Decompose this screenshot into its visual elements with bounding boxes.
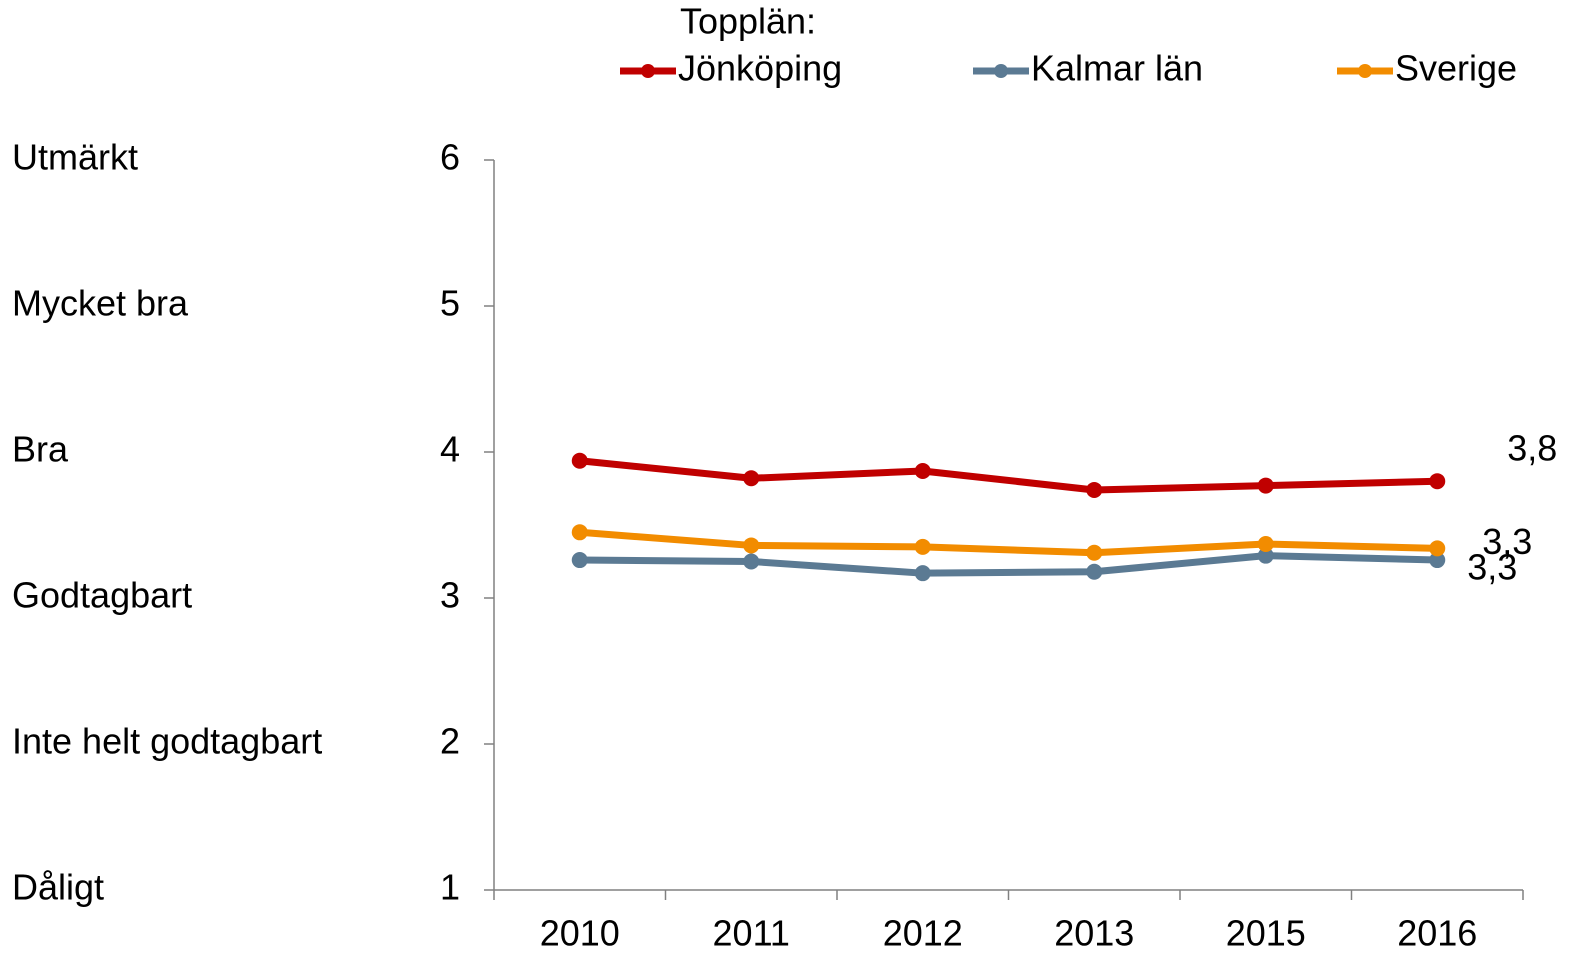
x-tick-label: 2016 bbox=[1397, 913, 1477, 954]
y-tick-label: 5 bbox=[440, 283, 460, 324]
data-label: 3,3 bbox=[1467, 547, 1517, 588]
legend-label: Sverige bbox=[1395, 48, 1517, 89]
data-point bbox=[743, 537, 760, 554]
data-point bbox=[1086, 544, 1103, 561]
scale-label: Inte helt godtagbart bbox=[12, 721, 322, 762]
y-tick-label: 4 bbox=[440, 429, 460, 470]
data-point bbox=[571, 452, 588, 469]
data-point bbox=[914, 538, 931, 555]
data-point bbox=[571, 552, 588, 569]
data-point bbox=[1086, 481, 1103, 498]
data-point bbox=[1429, 552, 1446, 569]
data-point bbox=[571, 524, 588, 541]
scale-label: Dåligt bbox=[12, 867, 104, 908]
data-point bbox=[743, 470, 760, 487]
x-tick-label: 2015 bbox=[1226, 913, 1306, 954]
data-point bbox=[914, 462, 931, 479]
scale-label: Mycket bra bbox=[12, 283, 189, 324]
legend-marker bbox=[994, 64, 1008, 78]
data-point bbox=[1429, 473, 1446, 490]
legend-label: Jönköping bbox=[678, 48, 842, 89]
scale-label: Bra bbox=[12, 429, 69, 470]
y-tick-label: 6 bbox=[440, 137, 460, 178]
legend-marker bbox=[641, 64, 655, 78]
x-tick-label: 2013 bbox=[1054, 913, 1134, 954]
series-line bbox=[579, 457, 1438, 494]
legend-label: Kalmar län bbox=[1031, 48, 1203, 89]
y-tick-label: 2 bbox=[440, 721, 460, 762]
scale-label: Utmärkt bbox=[12, 137, 138, 178]
x-tick-label: 2012 bbox=[883, 913, 963, 954]
series-line bbox=[579, 528, 1438, 557]
data-point bbox=[1257, 535, 1274, 552]
legend-marker bbox=[1358, 64, 1372, 78]
legend-title: Topplän: bbox=[680, 1, 816, 42]
y-tick-label: 3 bbox=[440, 575, 460, 616]
x-tick-label: 2011 bbox=[713, 913, 790, 954]
data-point bbox=[1429, 540, 1446, 557]
data-point bbox=[1257, 477, 1274, 494]
series-line bbox=[579, 552, 1438, 577]
data-point bbox=[743, 553, 760, 570]
data-point bbox=[914, 565, 931, 582]
x-tick-label: 2010 bbox=[540, 913, 620, 954]
data-point bbox=[1257, 547, 1274, 564]
y-tick-label: 1 bbox=[440, 867, 460, 908]
data-label: 3,3 bbox=[1482, 521, 1532, 562]
data-point bbox=[1086, 563, 1103, 580]
data-label: 3,8 bbox=[1507, 428, 1557, 469]
scale-label: Godtagbart bbox=[12, 575, 192, 616]
